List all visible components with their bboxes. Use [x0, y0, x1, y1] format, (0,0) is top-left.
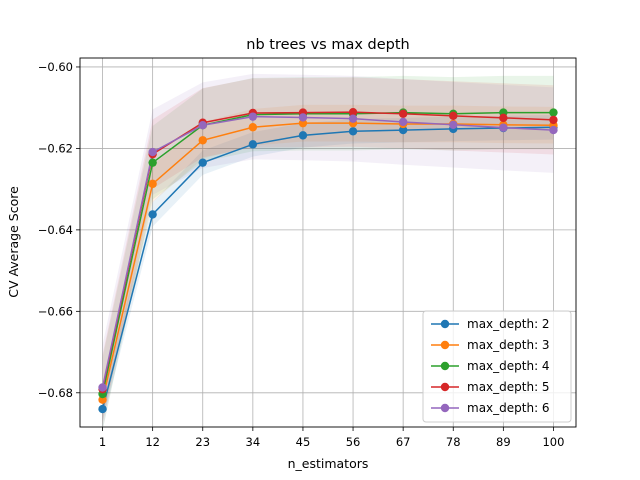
legend-marker: [440, 340, 450, 350]
data-point: [148, 147, 157, 157]
x-tick-label: 12: [145, 435, 160, 449]
data-point: [198, 158, 207, 167]
legend-marker: [440, 403, 450, 413]
y-tick-label: −0.66: [38, 304, 73, 318]
legend-label: max_depth: 3: [467, 338, 550, 352]
legend-label: max_depth: 4: [467, 359, 550, 373]
y-tick-label: −0.62: [38, 141, 73, 155]
y-tick-label: −0.64: [38, 223, 73, 237]
data-point: [198, 136, 207, 145]
plot-frame: [79, 57, 577, 428]
series-line: [101, 122, 554, 400]
x-axis-label: n_estimators: [288, 456, 369, 471]
legend: max_depth: 2 max_depth: 3 max_depth: 4 max_…: [422, 310, 572, 423]
x-tick-label: 67: [396, 435, 411, 449]
data-point: [98, 404, 107, 414]
x-tick-label: 78: [446, 435, 461, 449]
data-point: [549, 125, 558, 135]
series-line: [101, 115, 554, 388]
std-band: [102, 73, 554, 431]
data-point: [549, 108, 558, 117]
legend-marker: [440, 382, 450, 392]
data-point: [499, 123, 508, 132]
data-point: [298, 131, 308, 140]
data-point: [98, 383, 107, 392]
legend-label: max_depth: 6: [467, 401, 550, 415]
legend-box: [422, 310, 572, 423]
std-band: [102, 75, 554, 431]
y-tick-label: −0.60: [38, 60, 73, 74]
x-tick-label: 1: [99, 435, 106, 449]
data-point: [449, 111, 458, 121]
data-point: [248, 140, 258, 149]
data-point: [398, 125, 408, 135]
x-tick-label: 89: [496, 435, 511, 449]
x-tick-label: 56: [346, 435, 361, 449]
series-points: [98, 107, 558, 414]
x-tick-label: 34: [246, 435, 261, 449]
series-line: [101, 111, 554, 395]
data-point: [148, 179, 157, 189]
y-tick-label: −0.68: [38, 386, 73, 400]
data-point: [348, 114, 358, 123]
std-band: [102, 104, 554, 419]
chart-title: nb trees vs max depth: [246, 37, 410, 53]
x-tick-label: 100: [542, 435, 564, 449]
data-point: [298, 113, 308, 122]
data-point: [398, 117, 408, 127]
data-point: [148, 210, 157, 219]
data-point: [348, 127, 358, 136]
x-axis-ticks: 1 12 23 34 45 56 67 78 89 100: [99, 427, 564, 449]
data-point: [198, 121, 207, 130]
data-point: [449, 120, 458, 129]
y-axis-label: CV Average Score: [6, 186, 21, 298]
x-tick-label: 23: [195, 435, 210, 449]
x-tick-label: 45: [296, 435, 311, 449]
series-lines: [101, 111, 554, 410]
data-point: [348, 107, 358, 117]
y-axis-ticks: −0.68 −0.66 −0.64 −0.62 −0.60: [38, 60, 80, 400]
data-point: [248, 112, 258, 121]
legend-label: max_depth: 5: [467, 380, 550, 394]
legend-label: max_depth: 2: [467, 317, 550, 331]
data-point: [248, 123, 258, 132]
data-point: [549, 115, 558, 125]
data-point: [499, 113, 508, 123]
legend-marker: [440, 361, 450, 371]
series-line: [101, 126, 554, 410]
data-point: [148, 158, 157, 167]
data-point: [398, 109, 408, 118]
legend-marker: [440, 319, 450, 329]
